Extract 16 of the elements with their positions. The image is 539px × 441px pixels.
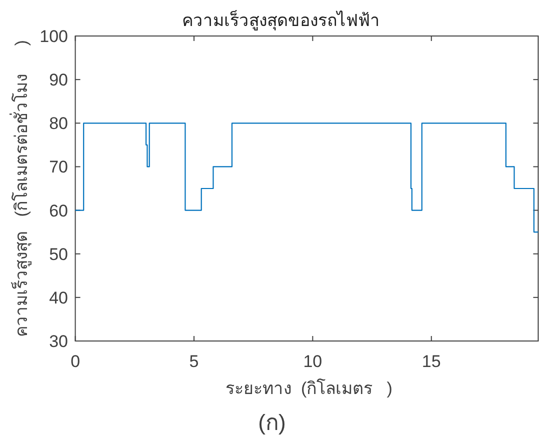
y-tick-label: 30 <box>49 332 68 351</box>
x-tick-label: 0 <box>70 352 80 371</box>
y-tick-label: 70 <box>49 158 68 177</box>
x-tick-label: 15 <box>422 352 441 371</box>
x-tick-label: 10 <box>303 352 322 371</box>
y-tick-label: 100 <box>40 27 68 46</box>
chart-title: ความเร็วสูงสุดของรถไฟฟ้า <box>182 9 380 31</box>
x-axis-title: ระยะทาง (กิโลเมตร ) <box>226 378 392 398</box>
x-tick-label: 5 <box>189 352 199 371</box>
text: (ก) <box>258 410 286 435</box>
y-tick-label: 60 <box>49 201 68 220</box>
y-tick-label: 50 <box>49 244 68 264</box>
y-tick-label: 40 <box>49 288 68 308</box>
y-tick-label: 90 <box>49 70 68 90</box>
y-axis-title: ความเร็วสูงสุด (กิโลเมตรต่อชั่วโมง ) <box>9 40 32 337</box>
y-tick-label: 80 <box>49 114 68 134</box>
